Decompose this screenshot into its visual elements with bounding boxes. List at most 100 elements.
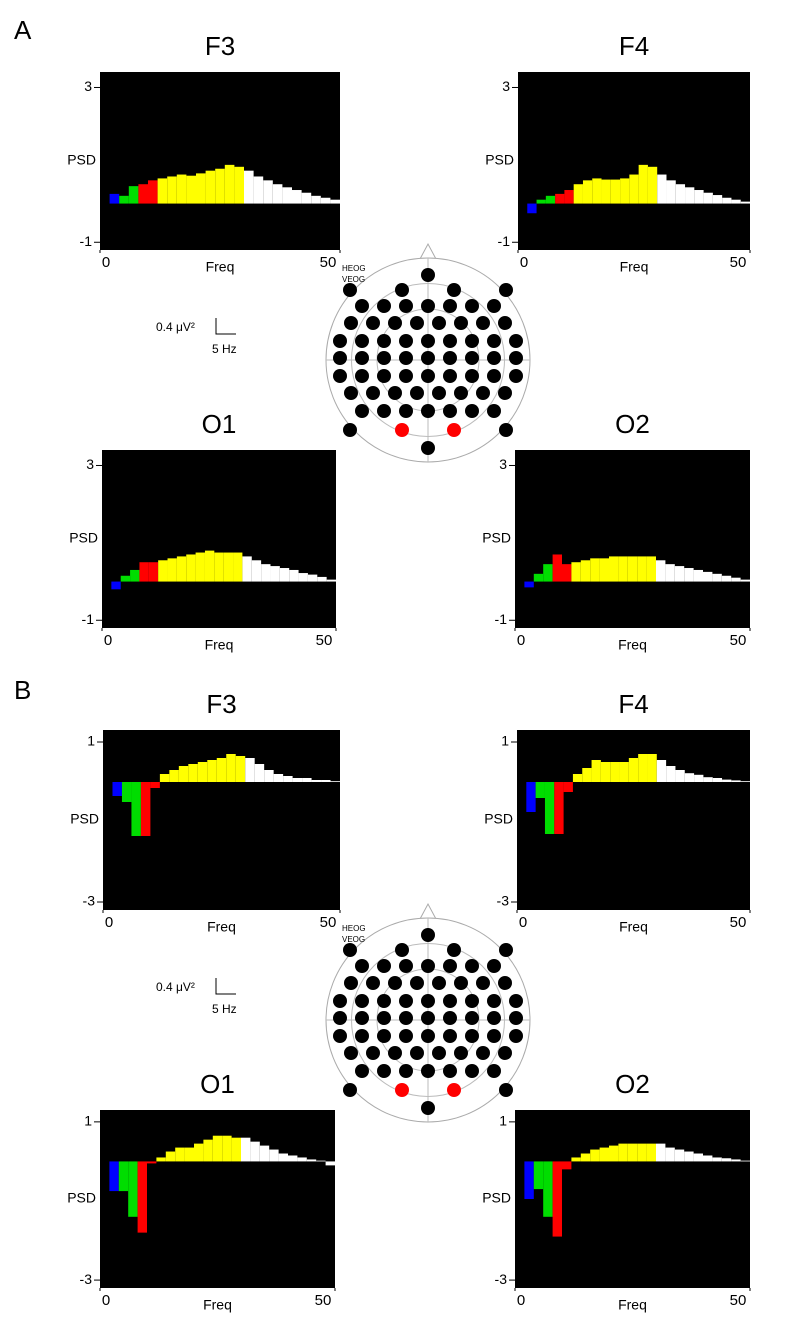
electrode bbox=[447, 423, 461, 437]
bar bbox=[731, 780, 741, 782]
x-axis-label: Freq bbox=[620, 259, 649, 275]
electrode bbox=[377, 1011, 391, 1025]
electrode bbox=[344, 316, 358, 330]
x-tick-label: 50 bbox=[730, 1292, 747, 1309]
electrode bbox=[366, 1046, 380, 1060]
electrode bbox=[355, 959, 369, 973]
electrode bbox=[344, 1046, 358, 1060]
electrode bbox=[432, 386, 446, 400]
electrode bbox=[333, 1029, 347, 1043]
bar bbox=[272, 184, 283, 204]
bar bbox=[215, 168, 225, 204]
electrode bbox=[487, 1064, 501, 1078]
electrode bbox=[355, 334, 369, 348]
bar bbox=[591, 760, 601, 782]
bar bbox=[111, 581, 121, 590]
bar bbox=[283, 776, 293, 782]
electrode bbox=[432, 1046, 446, 1060]
bar bbox=[629, 174, 639, 204]
bar bbox=[292, 190, 302, 204]
bar bbox=[610, 179, 621, 204]
bar bbox=[675, 184, 686, 204]
plot-area bbox=[102, 450, 336, 628]
electrode bbox=[344, 976, 358, 990]
x-tick-label: 0 bbox=[102, 254, 110, 271]
bar bbox=[167, 558, 177, 582]
electrode bbox=[399, 404, 413, 418]
x-tick-label: 50 bbox=[730, 914, 747, 931]
electrode bbox=[343, 943, 357, 957]
panel-label: B bbox=[14, 675, 31, 705]
x-axis-label: Freq bbox=[206, 259, 235, 275]
bar bbox=[288, 1155, 298, 1162]
electrode bbox=[476, 386, 490, 400]
bar bbox=[740, 1160, 750, 1162]
y-tick-label: -1 bbox=[82, 611, 95, 627]
chart-title: O1 bbox=[202, 409, 237, 439]
electrode bbox=[499, 283, 513, 297]
electrode bbox=[421, 994, 435, 1008]
bar bbox=[731, 1159, 741, 1162]
bar bbox=[573, 184, 583, 204]
bar bbox=[674, 1149, 685, 1162]
bar bbox=[130, 569, 140, 582]
y-axis-label: PSD bbox=[485, 152, 514, 168]
bar bbox=[527, 203, 537, 214]
electrode bbox=[377, 351, 391, 365]
bar bbox=[139, 562, 149, 582]
bar bbox=[279, 568, 290, 582]
electrode bbox=[388, 316, 402, 330]
bar bbox=[205, 170, 216, 204]
electrode bbox=[377, 1029, 391, 1043]
y-axis-label: PSD bbox=[70, 811, 99, 827]
eog-label: VEOG bbox=[342, 935, 365, 944]
bar bbox=[535, 782, 545, 798]
electrode bbox=[443, 369, 457, 383]
y-tick-label: 1 bbox=[84, 1113, 92, 1129]
electrode bbox=[443, 299, 457, 313]
y-tick-label: 3 bbox=[86, 456, 94, 472]
bar bbox=[250, 1141, 260, 1162]
bar bbox=[740, 201, 750, 204]
bar bbox=[233, 552, 243, 582]
bar bbox=[330, 199, 340, 204]
bar bbox=[216, 758, 227, 782]
electrode bbox=[443, 1029, 457, 1043]
y-tick-label: -1 bbox=[80, 233, 93, 249]
bar bbox=[261, 564, 271, 582]
chart-title: F3 bbox=[205, 31, 235, 61]
electrode bbox=[377, 994, 391, 1008]
electrode bbox=[377, 299, 391, 313]
bar bbox=[533, 1161, 544, 1190]
electrode bbox=[421, 959, 435, 973]
bar bbox=[638, 164, 648, 204]
scale-bar bbox=[215, 318, 236, 335]
bar bbox=[326, 579, 336, 582]
bar bbox=[176, 556, 187, 582]
bar bbox=[301, 192, 312, 204]
electrode bbox=[333, 351, 347, 365]
electrode bbox=[487, 404, 501, 418]
electrode bbox=[443, 1064, 457, 1078]
y-tick-label: -1 bbox=[495, 611, 508, 627]
bar bbox=[693, 569, 703, 582]
electrode bbox=[421, 1029, 435, 1043]
electrode bbox=[487, 959, 501, 973]
bar bbox=[656, 1143, 666, 1162]
electrode bbox=[509, 1011, 523, 1025]
electrode bbox=[421, 1064, 435, 1078]
bar bbox=[148, 562, 159, 582]
chart-title: F3 bbox=[206, 689, 236, 719]
scale-amplitude: 0.4 μV² bbox=[156, 980, 195, 994]
electrode bbox=[476, 1046, 490, 1060]
x-tick-label: 50 bbox=[316, 632, 333, 649]
x-tick-label: 50 bbox=[315, 1292, 332, 1309]
electrode bbox=[343, 283, 357, 297]
bar bbox=[684, 568, 694, 582]
bar bbox=[157, 178, 168, 204]
bar bbox=[533, 573, 544, 582]
y-axis-label: PSD bbox=[482, 530, 511, 546]
electrode bbox=[395, 283, 409, 297]
bar bbox=[223, 552, 234, 582]
electrode bbox=[333, 994, 347, 1008]
